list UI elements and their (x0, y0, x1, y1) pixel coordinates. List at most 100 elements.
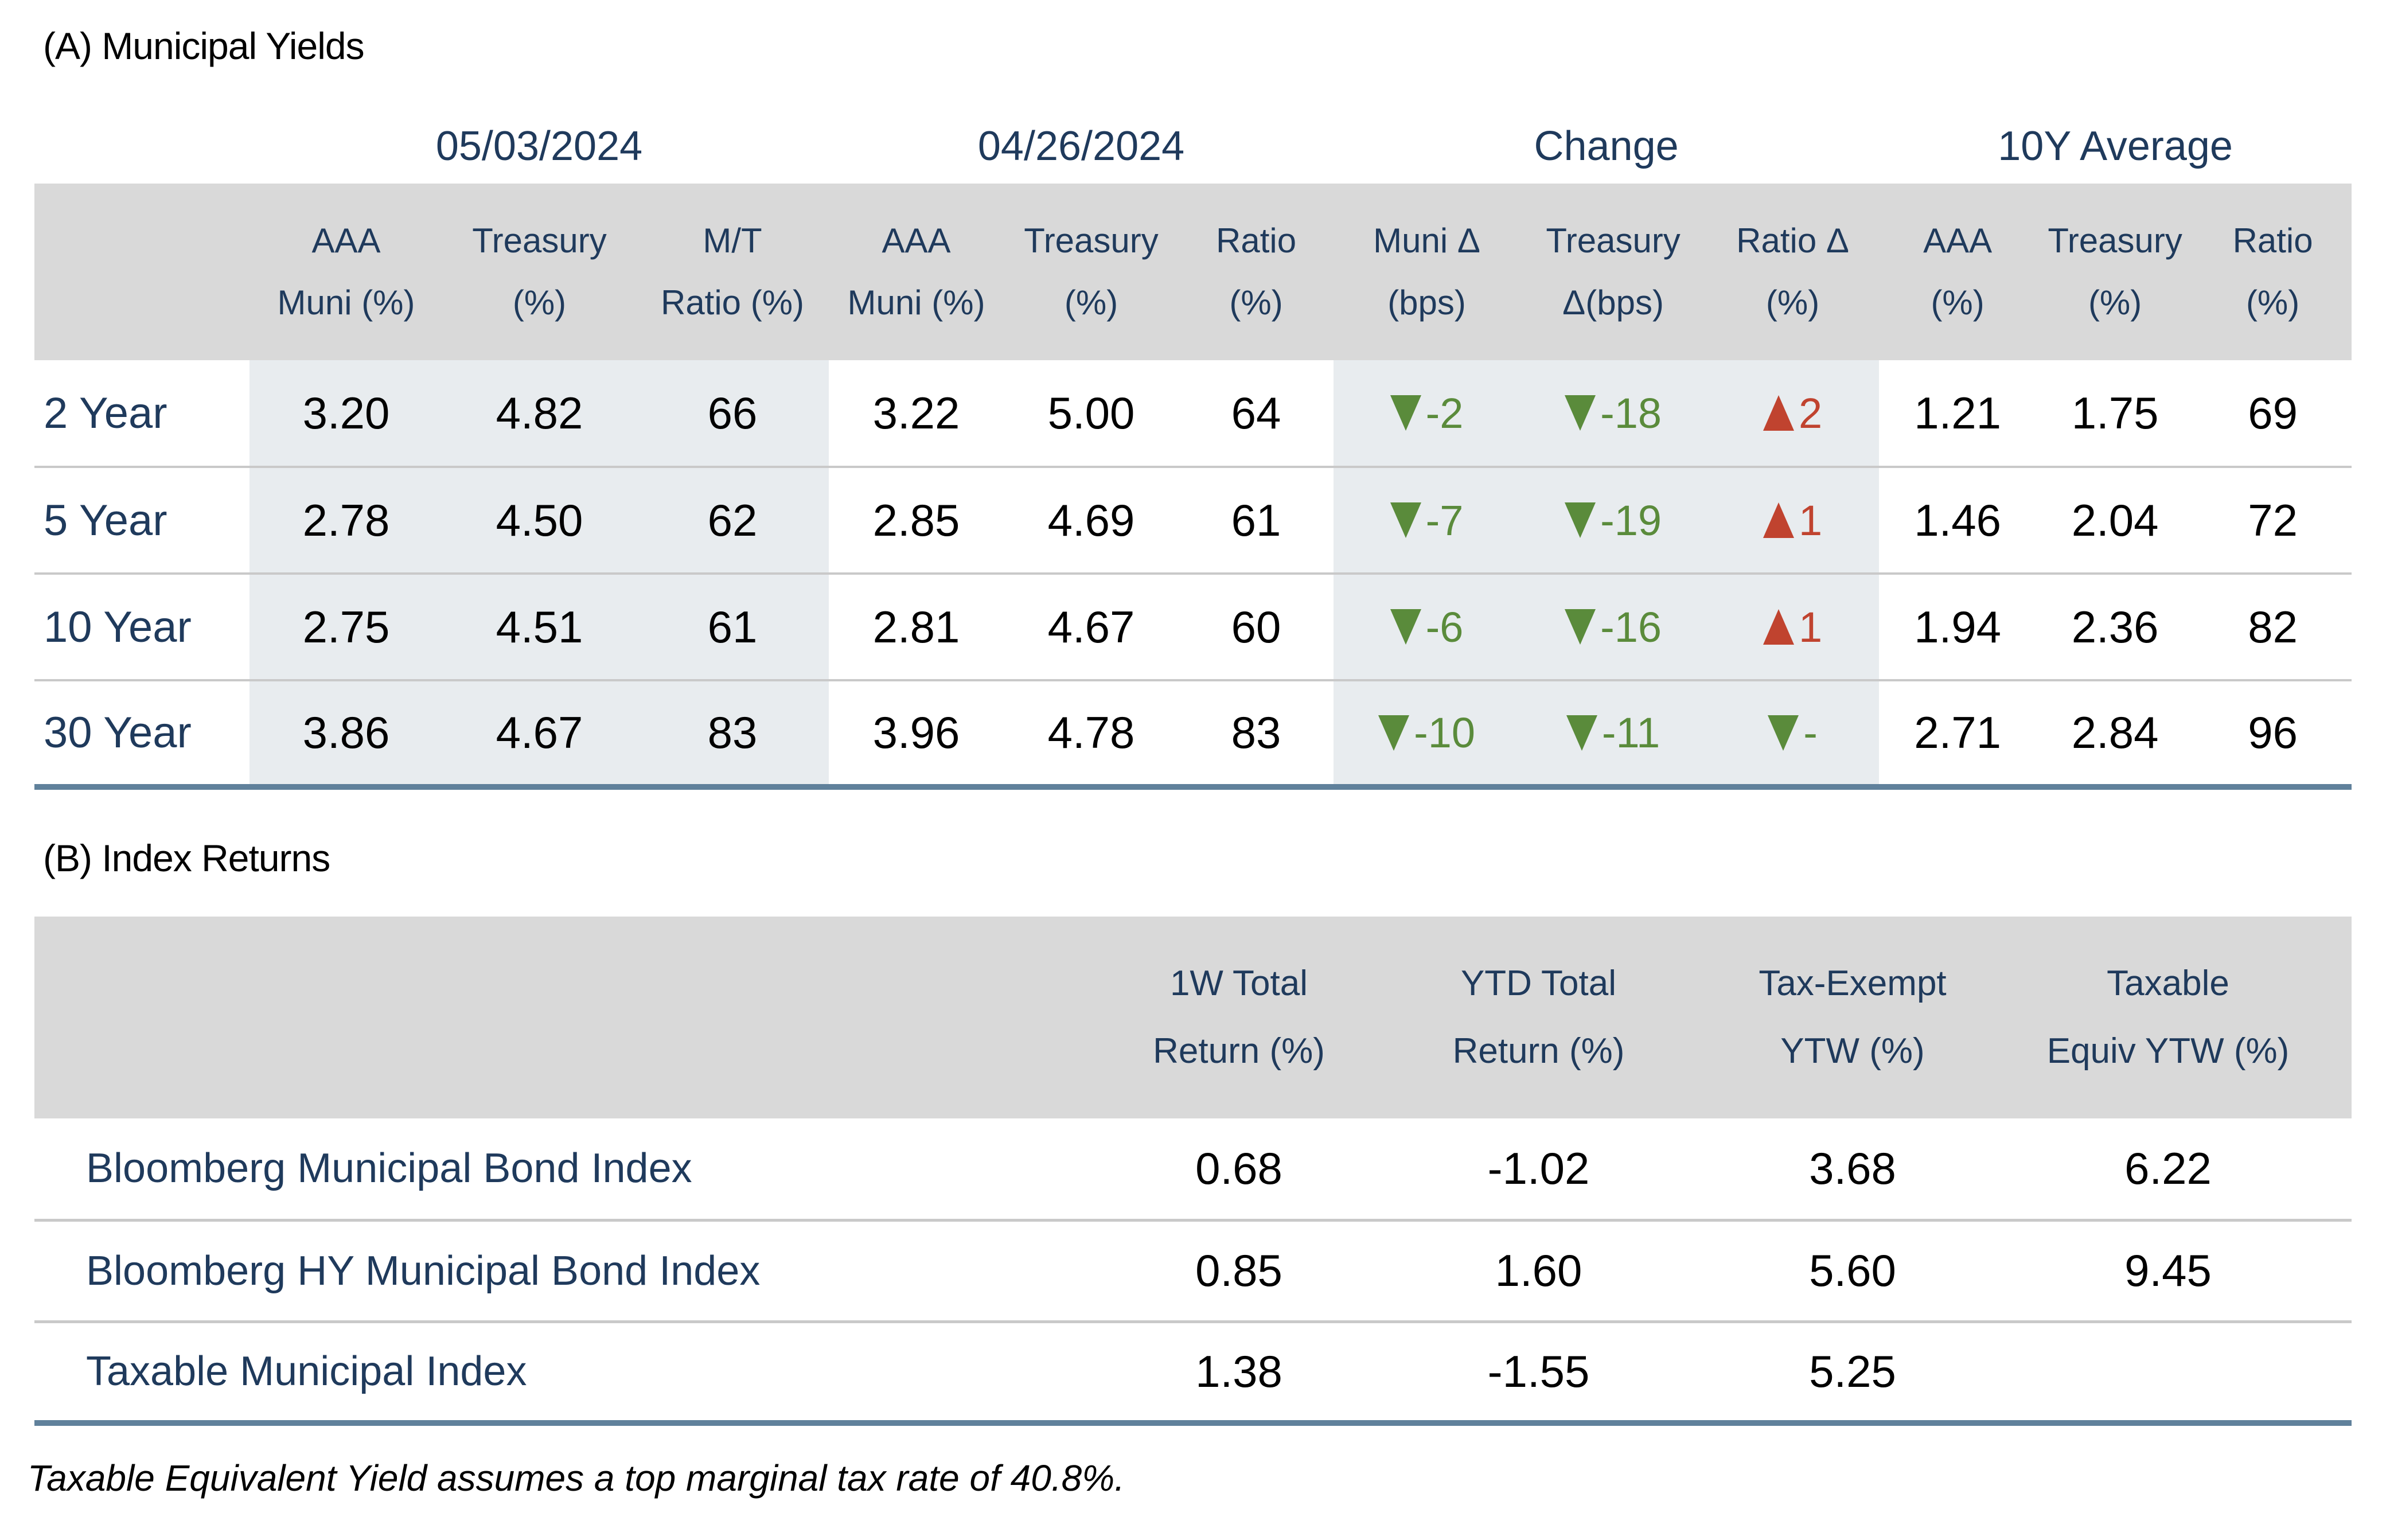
down-triangle-icon (1390, 395, 1421, 431)
change-cell: -7 (1334, 466, 1520, 574)
table-cell: 62 (636, 466, 829, 574)
table-cell: 5.60 (1692, 1218, 2013, 1321)
column-header: AAA Muni (%) (249, 184, 443, 360)
down-triangle-icon (1378, 715, 1410, 751)
section-a-title: (A) Municipal Yields (43, 25, 365, 67)
down-triangle-icon (1565, 502, 1596, 538)
change-cell: -10 (1334, 679, 1520, 790)
table-cell: 4.67 (1004, 572, 1179, 680)
down-triangle-icon (1768, 715, 1799, 751)
row-label: Bloomberg HY Municipal Bond Index (34, 1218, 1093, 1321)
column-header-filler (2323, 917, 2352, 1118)
up-triangle-icon (1763, 609, 1794, 645)
column-header: 1W Total Return (%) (1093, 917, 1385, 1118)
column-header-spacer (34, 184, 249, 360)
group-header-spacer (34, 109, 249, 184)
change-cell: 1 (1706, 466, 1880, 574)
table-cell: 61 (636, 572, 829, 680)
column-header: Muni Δ (bps) (1334, 184, 1520, 360)
column-header: Treasury (%) (1004, 184, 1179, 360)
group-header-change: Change (1334, 109, 1880, 184)
table-cell: 0.85 (1093, 1218, 1385, 1321)
table-row-30-year: 30 Year 3.86 4.67 83 3.96 4.78 83 -10 -1… (34, 679, 2352, 790)
column-header: AAA (%) (1879, 184, 2037, 360)
table-cell: 3.68 (1809, 1143, 1896, 1194)
table-cell: 60 (1179, 572, 1334, 680)
table-cell: 2.84 (2036, 679, 2194, 790)
table-cell: 5.25 (1692, 1320, 2013, 1426)
table-cell: 1.75 (2071, 387, 2159, 438)
table-cell: 2.78 (249, 466, 443, 574)
table-cell: 0.68 (1195, 1143, 1282, 1194)
change-cell: -18 (1520, 360, 1707, 467)
table-cell-filler (2323, 1218, 2352, 1321)
row-label: 30 Year (34, 679, 249, 790)
change-cell: 1 (1706, 572, 1880, 680)
up-triangle-icon (1763, 395, 1794, 431)
table-cell: 4.69 (1004, 466, 1179, 574)
table-cell: 2.71 (1879, 679, 2037, 790)
group-header-10y-average: 10Y Average (1879, 109, 2352, 184)
column-header: Treasury Δ(bps) (1520, 184, 1707, 360)
column-header: Tax-Exempt YTW (%) (1692, 917, 2013, 1118)
column-header: AAA Muni (%) (829, 184, 1004, 360)
change-cell: 2 (1706, 360, 1880, 467)
table-cell: 3.86 (249, 679, 443, 790)
column-header-row: AAA Muni (%) Treasury (%) M/T Ratio (%) AAA… (34, 184, 2352, 360)
table-row-10-year: 10 Year 2.75 4.51 61 2.81 4.67 60 -6 -16… (34, 572, 2352, 680)
column-header: Treasury (%) (443, 184, 636, 360)
down-triangle-icon (1565, 395, 1596, 431)
up-triangle-icon (1763, 502, 1794, 538)
change-cell: -11 (1520, 679, 1707, 790)
footnote: Taxable Equivalent Yield assumes a top m… (28, 1457, 1125, 1499)
column-header: Treasury (%) (2036, 184, 2194, 360)
change-cell: -16 (1520, 572, 1707, 680)
column-header: Ratio (%) (2194, 184, 2352, 360)
column-header-row: 1W Total Return (%) YTD Total Return (%) T… (34, 917, 2352, 1118)
row-label: 2 Year (34, 360, 249, 467)
table-cell-filler (2323, 1118, 2352, 1220)
group-header-row: 05/03/2024 04/26/2024 Change 10Y Average (34, 109, 2352, 184)
column-header: Ratio Δ (%) (1706, 184, 1880, 360)
table-cell: 2.81 (829, 572, 1004, 680)
table-cell: 83 (1179, 679, 1334, 790)
down-triangle-icon (1566, 715, 1597, 751)
table-cell: 72 (2194, 466, 2352, 574)
change-cell: - (1706, 679, 1880, 790)
table-cell: -1.55 (1385, 1320, 1692, 1426)
column-header: YTD Total Return (%) (1385, 917, 1692, 1118)
table-cell: 3.22 (872, 387, 960, 438)
down-triangle-icon (1390, 609, 1421, 645)
column-header: M/T Ratio (%) (636, 184, 829, 360)
change-cell: -19 (1520, 466, 1707, 574)
table-cell: 1.46 (1879, 466, 2037, 574)
table-row-5-year: 5 Year 2.78 4.50 62 2.85 4.69 61 -7 -19 … (34, 466, 2352, 574)
change-cell: -6 (1334, 572, 1520, 680)
row-label: Taxable Municipal Index (34, 1320, 1093, 1426)
table-row-taxable-municipal-index: Taxable Municipal Index 1.38 -1.55 5.25 (34, 1320, 2352, 1426)
municipal-yields-table: 05/03/2024 04/26/2024 Change 10Y Average… (34, 109, 2352, 790)
table-cell: 83 (636, 679, 829, 790)
row-label: Bloomberg Municipal Bond Index (86, 1145, 692, 1192)
table-row-bloomberg-municipal-bond-index: Bloomberg Municipal Bond Index 0.68 -1.0… (34, 1118, 2352, 1220)
table-cell: 61 (1179, 466, 1334, 574)
table-cell: 3.96 (829, 679, 1004, 790)
group-header-date-1: 05/03/2024 (249, 109, 829, 184)
row-label: 10 Year (34, 572, 249, 680)
table-cell: 5.00 (1047, 387, 1135, 438)
table-cell: 69 (2248, 387, 2298, 438)
column-header: Taxable Equiv YTW (%) (2013, 917, 2323, 1118)
change-cell: -2 (1334, 360, 1520, 467)
table-cell: 4.78 (1004, 679, 1179, 790)
table-cell: 1.60 (1385, 1218, 1692, 1321)
table-cell-filler (2323, 1320, 2352, 1426)
column-header-spacer (34, 917, 1093, 1118)
table-cell: 3.20 (249, 360, 443, 467)
table-cell: 9.45 (2013, 1218, 2323, 1321)
table-cell: 66 (636, 360, 829, 467)
table-cell: 1.21 (1914, 387, 2001, 438)
table-cell: 2.75 (249, 572, 443, 680)
group-header-date-2: 04/26/2024 (829, 109, 1334, 184)
table-cell: 2.04 (2036, 466, 2194, 574)
